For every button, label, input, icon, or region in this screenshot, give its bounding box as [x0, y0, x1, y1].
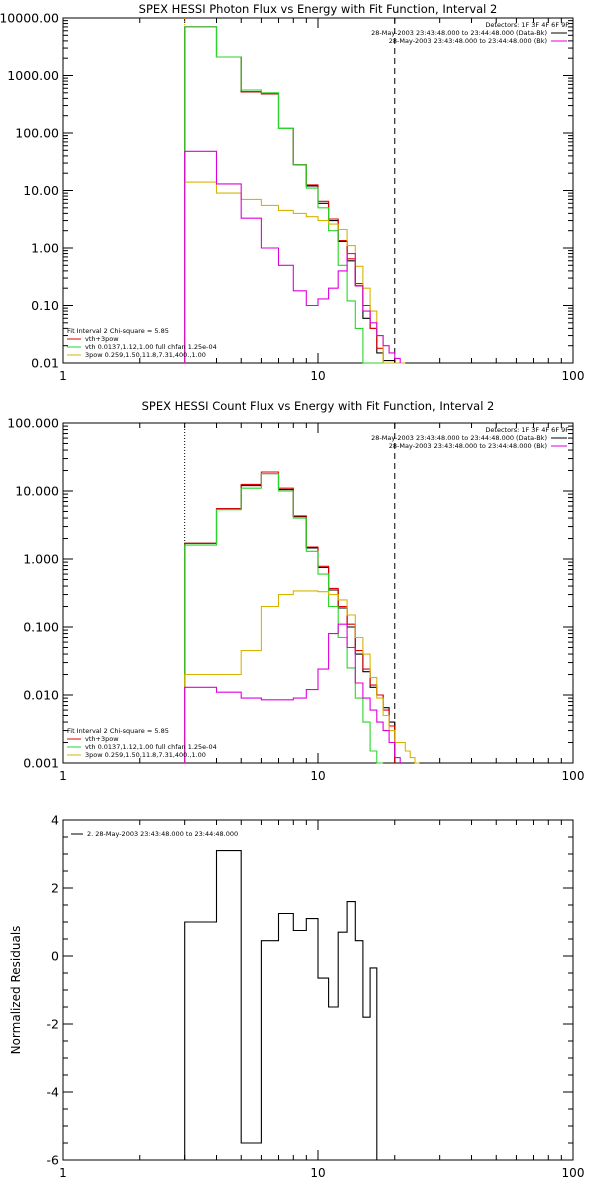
- legend-text: Detectors: 1F 3F 4F 6F 9F: [485, 426, 569, 434]
- x-tick-label: 10: [310, 369, 325, 383]
- chart-title: SPEX HESSI Count Flux vs Energy with Fit…: [142, 399, 495, 413]
- legend-text: 2. 28-May-2003 23:43:48.000 to 23:44:48.…: [87, 830, 238, 838]
- legend-text: 28-May-2003 23:43:48.000 to 23:44:48.000…: [389, 442, 547, 450]
- residuals-panel: Normalized Residuals 1 10 100 -6 -4 -2 0 2 4 2. 28…: [9, 813, 584, 1181]
- x-tick-label: 1: [59, 769, 67, 783]
- legend-text: Fit Interval 2 Chi-square = 5.85: [67, 327, 169, 335]
- y-tick-label: 100.000: [7, 416, 59, 431]
- y-axis-label: Normalized Residuals: [9, 926, 23, 1055]
- y-tick-label: -4: [47, 1085, 60, 1100]
- y-tick-label: 10.000: [15, 484, 59, 499]
- series-vth-line: [184, 473, 384, 764]
- x-tick-label: 10: [310, 1166, 325, 1180]
- y-tick-label: 1000.00: [7, 68, 59, 83]
- series-bk-line: [184, 623, 401, 763]
- series-vth-3pow-line: [184, 471, 396, 763]
- chart-title: SPEX HESSI Photon Flux vs Energy with Fi…: [139, 2, 498, 16]
- y-tick-label: 0.100: [23, 620, 59, 635]
- x-tick-label: 1: [59, 369, 67, 383]
- legend-text: vth+3pow: [85, 735, 119, 743]
- legend-text: Detectors: 1F 3F 4F 6F 9F: [485, 21, 569, 29]
- series-3pow-line: [184, 590, 420, 764]
- y-tick-label: 0.001: [23, 756, 59, 771]
- legend-text: vth 0.0137,1.12,1.00 full chfan 1.25e-04: [85, 343, 217, 351]
- legend-text: 28-May-2003 23:43:48.000 to 23:44:48.000…: [371, 434, 547, 442]
- y-tick-label: 0.10: [31, 298, 59, 313]
- legend-text: 28-May-2003 23:43:48.000 to 23:44:48.000…: [371, 29, 547, 37]
- y-tick-label: 10000.00: [0, 11, 59, 26]
- y-tick-label: 2: [51, 881, 59, 896]
- x-tick-label: 10: [310, 769, 325, 783]
- y-tick-label: 0.01: [31, 356, 59, 371]
- legend-text: 3pow 0.259,1.50,11.8,7.31,400.,1.00: [85, 351, 206, 359]
- y-tick-label: -2: [47, 1017, 59, 1032]
- legend-text: 3pow 0.259,1.50,11.8,7.31,400.,1.00: [85, 751, 206, 759]
- series-bk-line: [184, 150, 401, 363]
- x-tick-label: 100: [562, 369, 585, 383]
- series-residuals-line: [184, 850, 378, 1160]
- legend-text: 28-May-2003 23:43:48.000 to 23:44:48.000…: [389, 37, 547, 45]
- x-tick-label: 100: [562, 769, 585, 783]
- y-tick-label: 1.000: [23, 552, 59, 567]
- y-tick-label: 4: [51, 813, 59, 828]
- y-tick-label: -6: [47, 1153, 60, 1168]
- x-tick-label: 1: [59, 1166, 67, 1180]
- y-tick-label: 1.00: [31, 241, 59, 256]
- count-flux-panel: SPEX HESSI Count Flux vs Energy with Fit…: [7, 399, 584, 783]
- y-tick-label: 100.00: [15, 126, 59, 141]
- y-tick-label: 0.010: [23, 688, 59, 703]
- x-tick-label: 100: [562, 1166, 585, 1180]
- legend-text: vth 0.0137,1.12,1.00 full chfan 1.25e-04: [85, 743, 217, 751]
- photon-flux-panel: SPEX HESSI Photon Flux vs Energy with Fi…: [0, 2, 584, 383]
- series-vth-line: [184, 26, 384, 364]
- y-tick-label: 0: [51, 949, 59, 964]
- legend-text: vth+3pow: [85, 335, 119, 343]
- y-tick-label: 10.00: [23, 183, 59, 198]
- legend-text: Fit Interval 2 Chi-square = 5.85: [67, 727, 169, 735]
